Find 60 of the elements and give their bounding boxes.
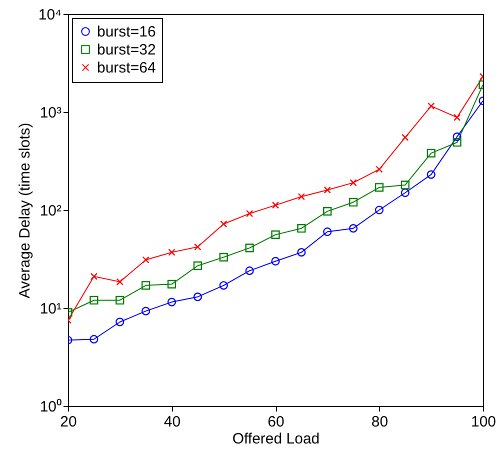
point <box>142 281 150 290</box>
point <box>452 138 462 147</box>
legend-label: burst=64 <box>97 60 156 76</box>
point <box>297 248 306 257</box>
point <box>297 224 306 233</box>
point <box>90 272 98 280</box>
point <box>116 278 124 286</box>
point <box>374 183 384 192</box>
point <box>245 266 254 276</box>
x-tick-label: 80 <box>371 414 388 430</box>
point <box>349 224 358 233</box>
y-tick-label: 10¹ <box>40 300 62 318</box>
point <box>374 206 384 214</box>
point <box>323 227 332 236</box>
legend-label: burst=16 <box>97 24 156 40</box>
point <box>219 281 228 290</box>
point <box>428 102 435 110</box>
x-tick-label: 100 <box>470 414 496 430</box>
point <box>426 148 436 158</box>
point <box>167 298 176 306</box>
point <box>400 180 410 190</box>
y-tick-label: 10⁰ <box>40 398 62 416</box>
point <box>452 132 462 141</box>
point <box>323 206 332 216</box>
point <box>167 280 176 288</box>
point <box>324 186 331 194</box>
point <box>168 248 176 256</box>
y-tick-label: 10⁴ <box>38 6 62 24</box>
point <box>193 292 202 302</box>
legend-label: burst=32 <box>97 42 156 58</box>
y-tick-label: 10³ <box>40 104 62 122</box>
y-axis-title: Average Delay (time slots) <box>16 122 34 298</box>
point <box>426 170 436 179</box>
point <box>90 334 98 344</box>
point <box>349 198 358 207</box>
point <box>400 188 410 198</box>
point <box>116 296 124 305</box>
y-tick-label: 10² <box>40 202 62 220</box>
point <box>219 252 228 262</box>
point <box>194 243 202 250</box>
point <box>271 256 280 266</box>
point <box>90 296 98 305</box>
point <box>272 202 280 209</box>
point <box>142 256 150 264</box>
x-tick-label: 60 <box>268 414 284 430</box>
point <box>142 306 150 316</box>
point <box>271 230 280 239</box>
point <box>193 261 202 270</box>
point <box>350 179 357 186</box>
x-axis-title: Offered Load <box>232 430 320 448</box>
x-tick-label: 40 <box>164 414 181 430</box>
point <box>402 134 409 142</box>
point <box>246 210 254 218</box>
x-tick-label: 20 <box>60 414 77 430</box>
point <box>376 166 383 173</box>
point <box>298 193 306 200</box>
point <box>220 220 228 228</box>
point <box>245 244 254 252</box>
point <box>453 114 461 122</box>
point <box>116 318 124 326</box>
